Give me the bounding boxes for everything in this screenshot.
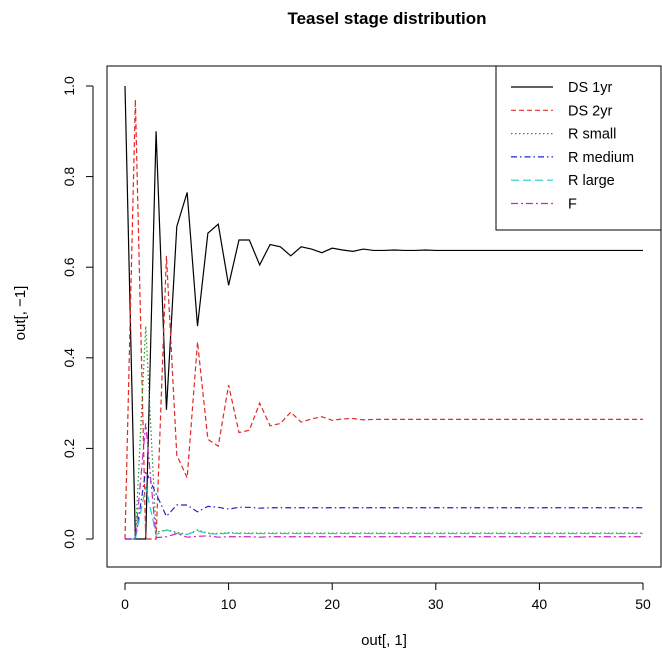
series-line-1 <box>124 85 643 540</box>
y-tick-label: 0.2 <box>61 438 77 458</box>
series-line-2 <box>124 99 643 540</box>
legend-box <box>495 65 662 231</box>
legend-label: DS 1yr <box>568 80 612 96</box>
x-tick-label: 10 <box>221 596 237 612</box>
legend: DS 1yr DS 2yr R small R medium R large F <box>495 65 662 231</box>
y-tick-label: 1.0 <box>61 76 77 96</box>
series-line-5 <box>125 486 643 540</box>
x-tick-label: 0 <box>121 596 129 612</box>
y-axis: 0.0 0.2 0.4 0.6 0.8 1.0 <box>61 76 94 549</box>
series-line-3 <box>125 326 643 540</box>
legend-label: F <box>568 197 577 213</box>
series-layer <box>124 85 643 540</box>
x-tick-label: 30 <box>428 596 444 612</box>
y-tick-label: 0.6 <box>61 257 77 277</box>
x-axis: 0 10 20 30 40 50 <box>121 582 651 612</box>
series-line-6 <box>125 423 643 540</box>
series-line-4 <box>125 468 643 540</box>
y-axis-label: out[, −1] <box>12 286 29 341</box>
legend-label: R small <box>568 127 616 143</box>
y-tick-label: 0.4 <box>61 348 77 368</box>
legend-label: R medium <box>568 150 634 166</box>
legend-label: DS 2yr <box>568 103 612 119</box>
x-axis-label: out[, 1] <box>361 632 407 649</box>
y-tick-label: 0.8 <box>61 167 77 187</box>
x-tick-label: 40 <box>532 596 548 612</box>
plot-box <box>106 65 662 568</box>
chart-title: Teasel stage distribution <box>287 9 486 28</box>
legend-label: R large <box>568 173 615 189</box>
y-tick-label: 0.0 <box>61 529 77 549</box>
x-tick-label: 50 <box>635 596 651 612</box>
x-tick-label: 20 <box>324 596 340 612</box>
